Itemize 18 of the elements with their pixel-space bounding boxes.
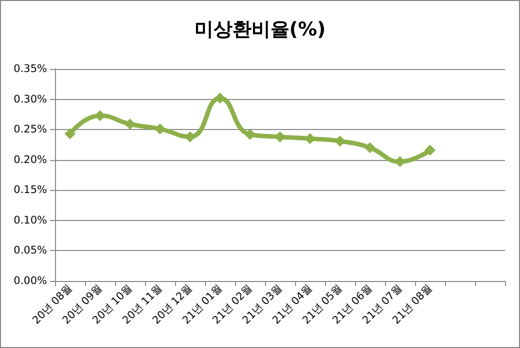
y-tick-label: 0.35% — [14, 63, 48, 75]
point — [364, 142, 376, 154]
point — [244, 128, 256, 140]
point — [184, 131, 196, 142]
y-tick-label: 0.00% — [14, 275, 48, 287]
y-tick-label: 0.10% — [14, 214, 48, 226]
y-tick-label: 0.20% — [14, 154, 48, 166]
y-tick-label: 0.25% — [14, 124, 48, 136]
point — [124, 118, 136, 130]
point — [214, 92, 226, 104]
chart-title: 미상환비율(%) — [194, 18, 326, 40]
y-tick-label: 0.15% — [14, 184, 48, 196]
point — [154, 123, 166, 134]
y-tick-label: 0.30% — [14, 93, 48, 106]
point — [64, 128, 76, 140]
point — [424, 144, 436, 156]
y-tick-label: 0.05% — [14, 244, 48, 257]
point — [334, 136, 346, 147]
